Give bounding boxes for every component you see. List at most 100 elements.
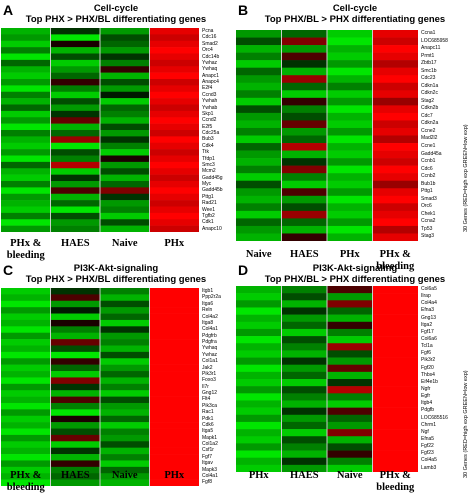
heat-cell — [327, 67, 373, 76]
heat-cell — [236, 357, 282, 365]
heat-cell — [50, 371, 101, 378]
heat-cell — [100, 136, 150, 144]
heat-cell — [281, 127, 328, 136]
heat-cell — [372, 45, 418, 53]
heat-cell — [236, 450, 282, 458]
heat-cell — [327, 429, 373, 437]
gene-label: Rad21 — [202, 200, 217, 207]
heat-cell — [372, 203, 418, 212]
heat-cell — [372, 127, 418, 136]
heat-cell — [100, 409, 150, 417]
heat-cell — [50, 319, 101, 327]
heat-cell — [149, 28, 199, 35]
heat-cell — [1, 300, 51, 308]
gene-label: Cdkn2a — [421, 120, 439, 127]
heat-cell — [372, 150, 418, 159]
heat-cell — [50, 351, 101, 359]
heat-cell — [100, 130, 150, 137]
heat-cell — [281, 90, 328, 99]
heat-cell — [149, 409, 199, 417]
heat-cell — [100, 434, 150, 442]
heat-cell — [372, 135, 418, 144]
heat-cell — [50, 473, 101, 480]
heat-cell — [100, 53, 150, 61]
heat-cell — [50, 66, 101, 73]
heat-cell — [372, 300, 418, 308]
heat-cell — [50, 79, 101, 86]
heat-cell — [100, 28, 150, 35]
gene-label: Itga2 — [421, 321, 433, 328]
heat-cell — [50, 136, 101, 144]
gene-label: Ccne1 — [421, 142, 436, 149]
sample-label: PHx — [164, 470, 185, 481]
gene-label: Thbs4 — [421, 371, 435, 378]
heat-cell — [1, 345, 51, 353]
heat-cell — [50, 181, 101, 188]
gene-label: Orc4 — [202, 47, 213, 54]
heat-cell — [236, 379, 282, 387]
heat-cell — [236, 143, 282, 151]
heat-cell — [281, 75, 328, 84]
heat-cell — [281, 45, 328, 53]
heat-cell — [372, 30, 418, 38]
gene-label: Ccnd3 — [202, 91, 217, 98]
gene-label: Gadd45g — [202, 174, 223, 181]
heat-cell — [50, 53, 101, 61]
heat-cell — [50, 142, 101, 150]
heat-cell — [1, 206, 51, 214]
heat-cell — [149, 428, 199, 436]
heat-cell — [50, 47, 101, 54]
panel-c-gene-list: Itgb1 Ppp2r2a Itga6 Reln Col4a2 Itga8 Col4a1 Pd… — [202, 288, 221, 486]
heat-cell — [149, 123, 199, 131]
heat-cell — [50, 479, 101, 486]
heat-cell — [372, 90, 418, 99]
gene-label: Wee1 — [202, 206, 215, 213]
heat-cell — [149, 40, 199, 48]
heat-cell — [236, 52, 282, 61]
heat-cell — [149, 79, 199, 86]
heat-cell — [236, 328, 282, 337]
heat-cell — [372, 364, 418, 373]
gene-label: Cdc7 — [421, 112, 433, 119]
heat-cell — [100, 288, 150, 295]
heat-cell — [372, 105, 418, 114]
heat-cell — [149, 206, 199, 214]
heat-cell — [281, 188, 328, 197]
gene-label: Ywhaz — [202, 59, 218, 66]
heat-cell — [1, 155, 51, 163]
heat-cell — [281, 407, 328, 416]
heat-cell — [236, 457, 282, 466]
heat-cell — [1, 110, 51, 118]
heat-cell — [236, 414, 282, 423]
heat-cell — [100, 479, 150, 486]
heat-cell — [236, 150, 282, 159]
heat-cell — [281, 286, 328, 294]
heat-cell — [50, 454, 101, 461]
heat-cell — [50, 415, 101, 423]
heat-cell — [149, 136, 199, 144]
heat-cell — [100, 358, 150, 365]
gene-label: Cdk4 — [202, 142, 214, 149]
gene-label: Gadd45b — [202, 187, 223, 194]
panel-b-sample-labels: Naive HAES PHx PHx & bleeding — [236, 249, 418, 273]
gene-label: Cdc6 — [421, 165, 433, 172]
heat-cell — [100, 72, 150, 80]
heat-cell — [1, 422, 51, 429]
heat-cell — [281, 143, 328, 151]
heat-cell — [327, 195, 373, 204]
heat-cell — [149, 473, 199, 480]
heat-cell — [50, 219, 101, 226]
gene-label: Pdgfb — [421, 407, 435, 414]
heat-cell — [281, 195, 328, 204]
heat-cell — [50, 288, 101, 295]
heat-cell — [149, 130, 199, 137]
heat-cell — [281, 371, 328, 380]
heat-cell — [1, 212, 51, 220]
gene-label: Anapc4 — [202, 79, 219, 85]
heat-cell — [327, 37, 373, 46]
heat-cell — [281, 350, 328, 358]
heat-cell — [149, 47, 199, 54]
gene-label: LOC685958 — [421, 37, 448, 44]
heat-cell — [100, 174, 150, 182]
panel-a-sample-labels: PHx & bleeding HAES Naive PHx — [1, 238, 199, 262]
